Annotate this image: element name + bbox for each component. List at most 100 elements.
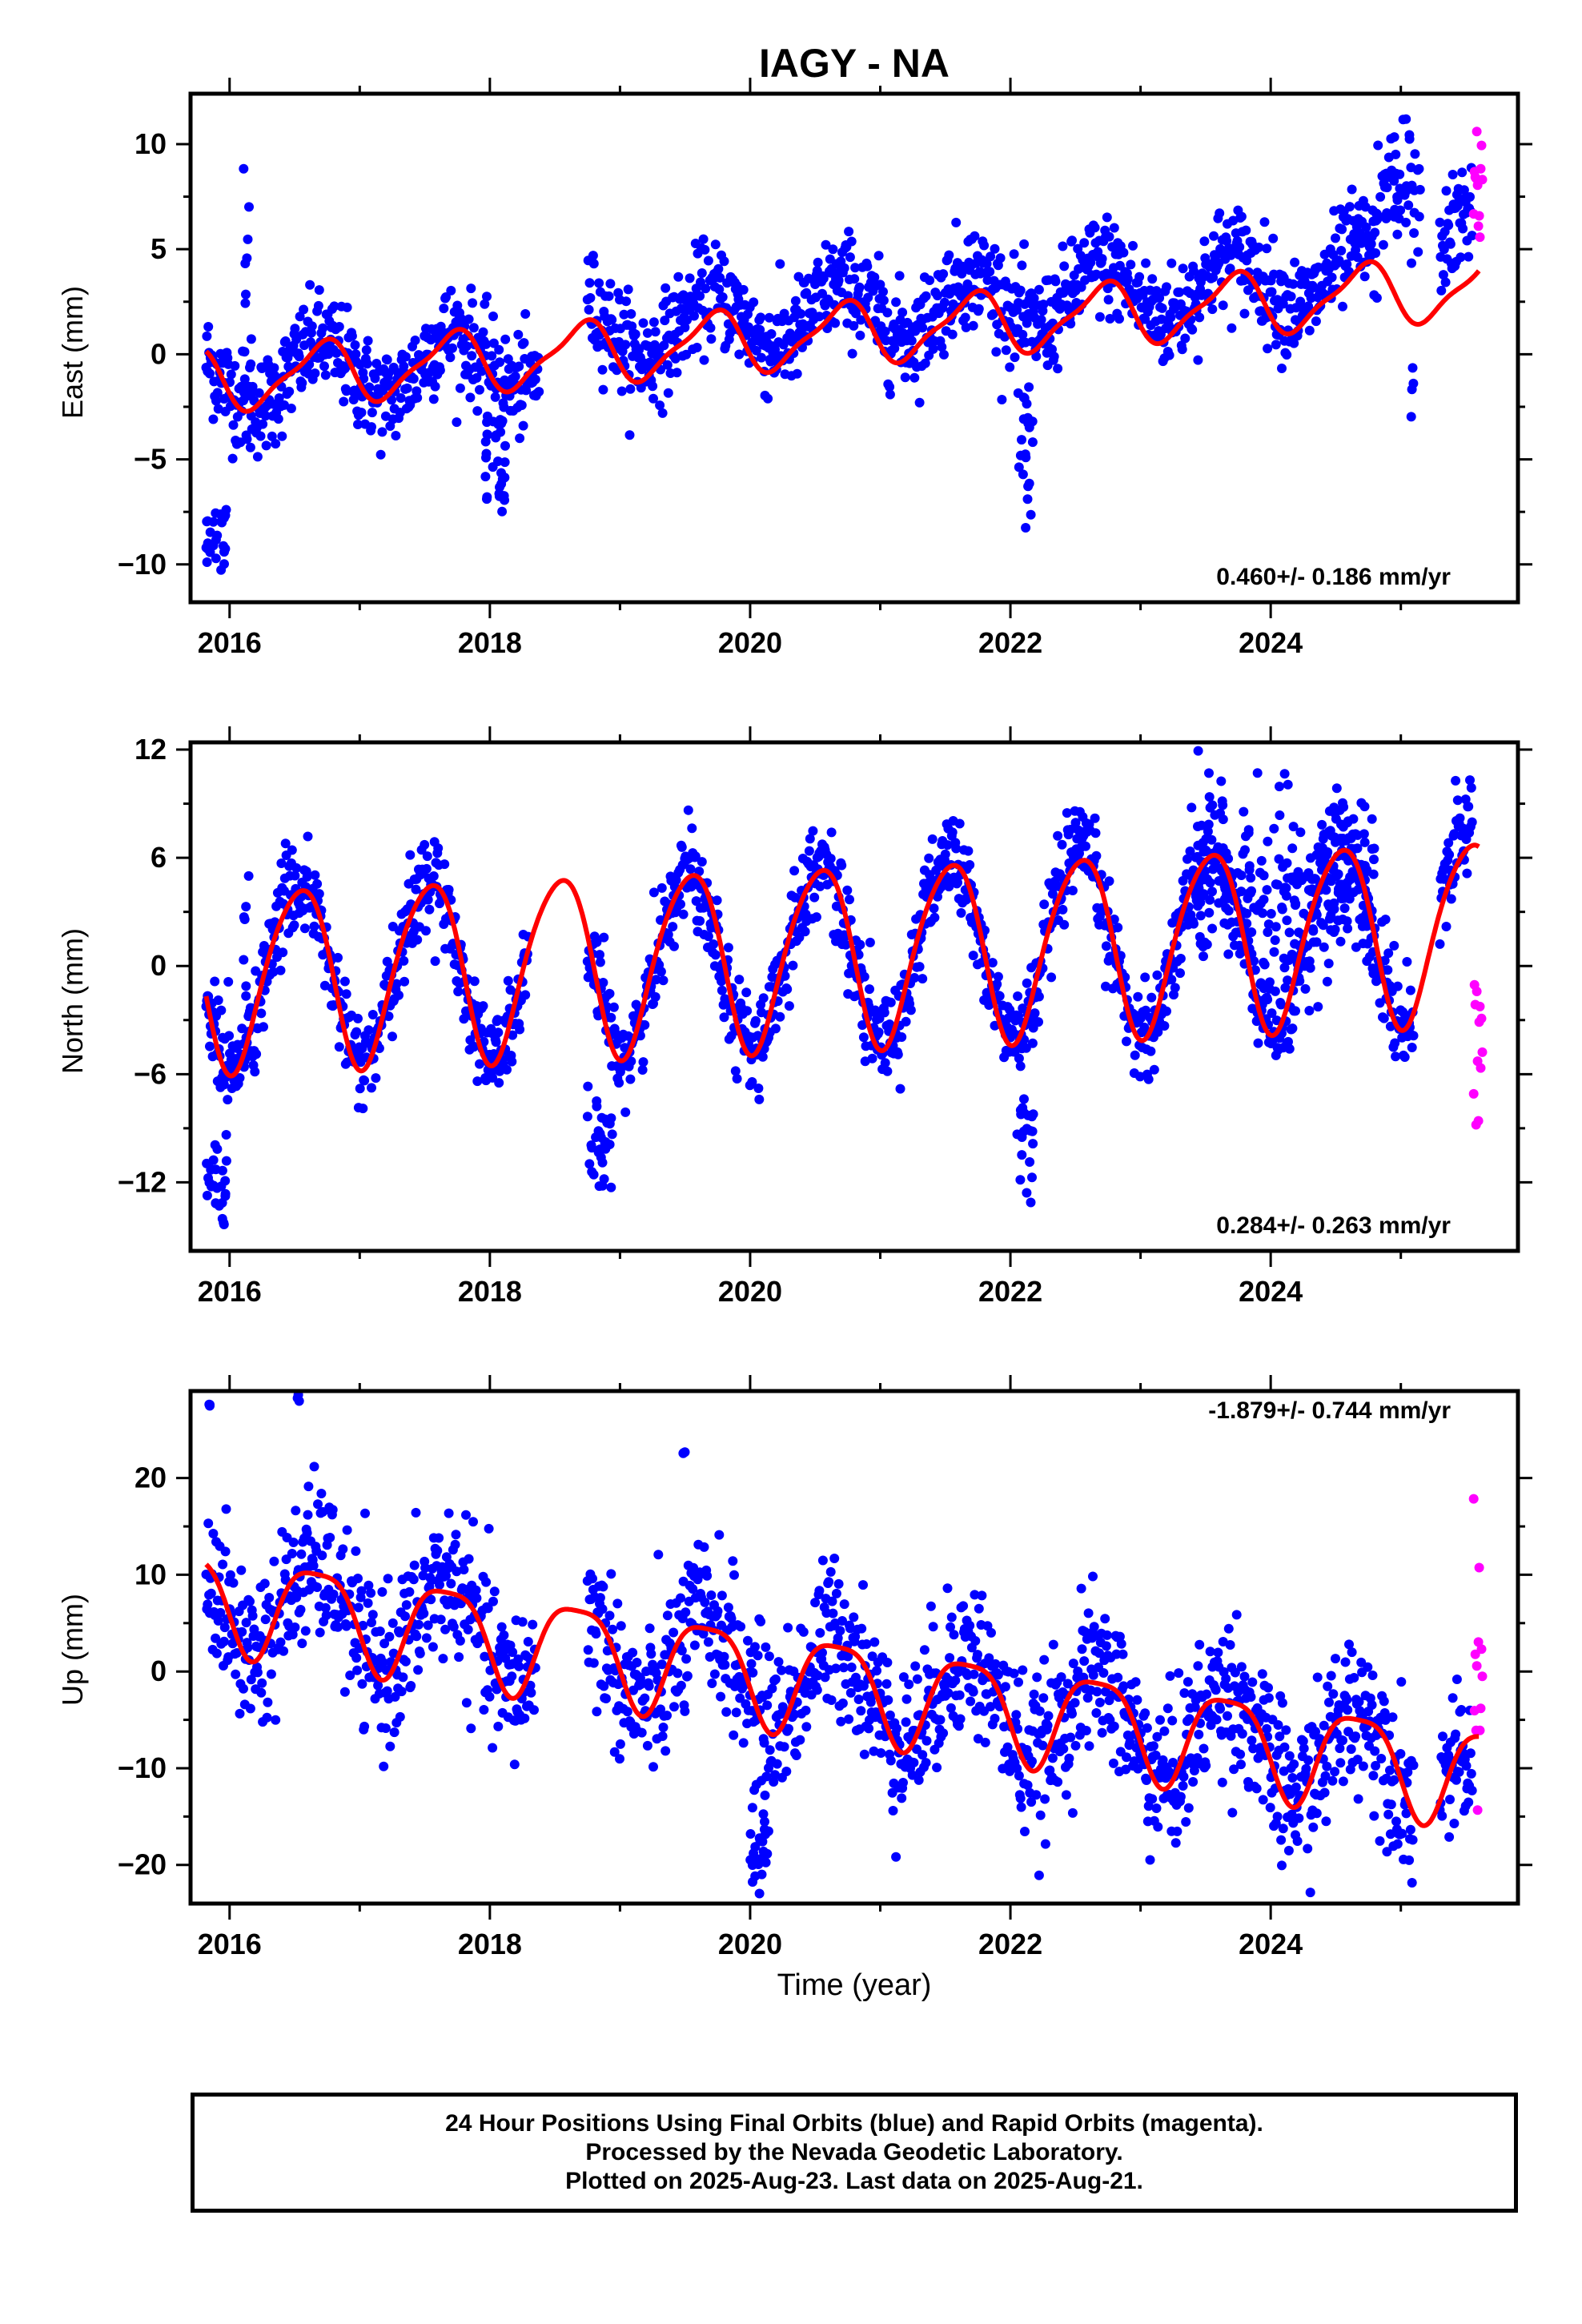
north-final-point [697,857,707,867]
north-final-point [424,904,435,915]
east-x-tick-label: 2018 [458,626,522,659]
north-final-point [1046,972,1057,983]
east-final-point [446,285,456,296]
east-final-point [239,381,249,392]
up-final-point [496,1622,507,1632]
east-final-point [1050,276,1061,287]
east-final-point [480,436,491,447]
north-final-point [235,1073,245,1083]
east-final-point [1373,140,1383,151]
north-final-point [1199,889,1209,899]
north-final-point [1335,936,1346,947]
east-y-tick-label: 5 [151,232,167,265]
up-final-point [955,1714,966,1724]
up-final-point [864,1723,874,1734]
north-final-point [399,955,409,966]
east-final-point [246,359,256,369]
up-final-point [954,1690,965,1700]
north-final-point [930,912,940,923]
east-final-point [240,259,251,268]
north-final-point [1369,854,1379,865]
up-final-point [432,1546,443,1556]
north-final-point [520,990,531,1000]
east-final-point [1407,258,1416,268]
north-final-point [648,887,659,898]
up-final-point [455,1635,465,1646]
east-final-point [1392,195,1403,205]
east-final-point [792,368,802,379]
east-final-point [1114,314,1124,324]
up-final-point [288,1538,299,1547]
east-final-point [1435,217,1445,227]
north-final-point [1130,1050,1140,1060]
up-final-point [622,1707,632,1717]
north-final-point [730,1066,741,1076]
north-final-point [1263,836,1273,846]
north-final-point [1258,908,1267,919]
east-final-point [1104,231,1114,242]
up-final-point [828,1608,838,1618]
north-final-point [1090,828,1101,838]
up-final-point [357,1679,367,1689]
up-final-point [1000,1682,1010,1692]
east-final-point [1277,364,1287,373]
up-final-point [859,1749,869,1759]
north-final-point [1255,899,1265,910]
north-final-point [1288,822,1299,832]
east-final-point [997,395,1007,404]
up-final-point [384,1631,395,1642]
up-final-point [949,1630,959,1640]
north-final-point [421,863,432,874]
east-final-point [1382,208,1392,218]
up-final-point [980,1737,990,1747]
north-final-point [1455,813,1465,823]
north-final-point [1408,1031,1419,1041]
up-final-point [717,1590,727,1601]
east-final-point [1164,350,1174,360]
north-final-point [1359,917,1369,927]
east-final-point [1398,115,1408,125]
north-final-point [355,1084,365,1094]
north-rate-label: 0.284+/- 0.263 mm/yr [1216,1212,1451,1239]
up-final-point [464,1554,474,1564]
north-final-point [712,895,722,906]
north-final-point [606,1012,616,1023]
north-x-tick-label: 2022 [978,1275,1042,1308]
north-final-point [1263,995,1273,1005]
east-final-point [1195,312,1205,323]
up-final-point [913,1775,924,1785]
up-final-point [1040,1839,1050,1849]
east-final-point [361,345,371,356]
up-final-point [328,1589,339,1599]
east-final-point [1225,263,1235,274]
east-final-point [1209,231,1219,241]
east-final-point [1058,241,1068,251]
east-final-point [1403,200,1414,211]
north-final-point [993,971,1003,982]
north-final-point [1170,983,1180,993]
north-final-point [1199,951,1208,962]
east-final-point [367,422,376,432]
east-final-point [1259,217,1270,227]
up-final-point [257,1678,267,1688]
east-final-point [202,557,212,567]
east-final-point [1262,243,1272,254]
east-final-point [1409,207,1419,218]
east-final-point [1053,364,1063,374]
east-final-point [699,355,709,365]
north-final-point [885,997,896,1007]
north-final-point [1324,902,1335,912]
east-final-point [814,312,825,322]
east-final-point [648,381,658,392]
east-final-point [297,378,307,388]
east-final-point [488,416,499,427]
north-final-point [303,831,313,842]
east-final-point [1256,306,1266,316]
up-final-point [300,1626,311,1636]
north-final-point [1223,949,1234,959]
north-final-point [213,995,223,1005]
up-final-point [461,1510,471,1520]
east-final-point [520,309,531,319]
north-final-point [367,1010,378,1019]
east-final-point [1147,274,1158,284]
